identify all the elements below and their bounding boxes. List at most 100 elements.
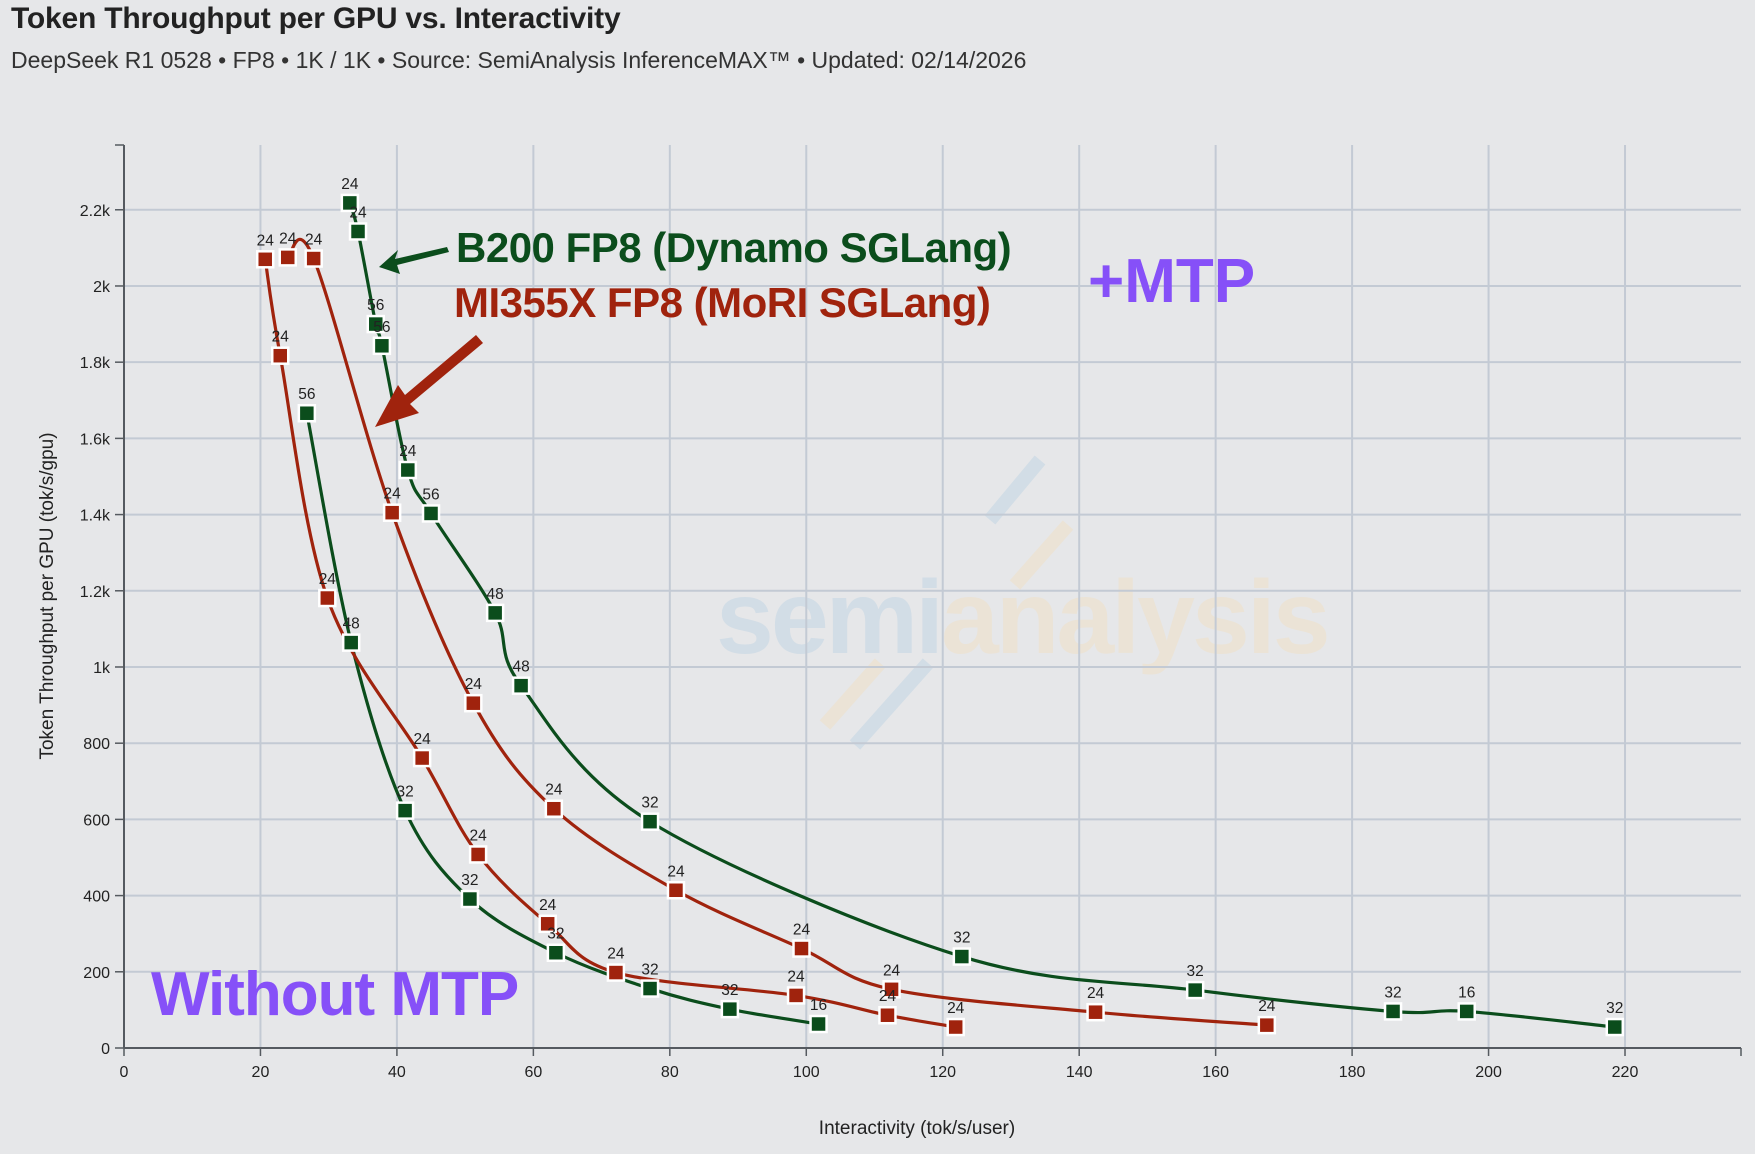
data-point[interactable] bbox=[278, 248, 297, 267]
point-label: 24 bbox=[545, 782, 563, 799]
data-point[interactable] bbox=[255, 250, 275, 269]
y-tick-label: 1.4k bbox=[80, 508, 111, 525]
annotation-without-mtp: Without MTP bbox=[151, 960, 518, 1029]
data-point[interactable] bbox=[341, 633, 361, 652]
data-point[interactable] bbox=[270, 346, 290, 365]
x-tick-label: 140 bbox=[1066, 1064, 1093, 1081]
data-point[interactable] bbox=[511, 676, 531, 695]
svg-text:semianalysis: semianalysis bbox=[716, 560, 1328, 676]
data-point[interactable] bbox=[318, 588, 337, 608]
data-point[interactable] bbox=[304, 249, 323, 268]
series-line bbox=[286, 237, 1267, 1027]
point-label: 56 bbox=[422, 486, 439, 503]
point-label: 32 bbox=[641, 962, 658, 979]
point-label: 16 bbox=[1458, 984, 1475, 1001]
x-tick-label: 160 bbox=[1202, 1064, 1229, 1081]
data-point[interactable] bbox=[460, 889, 480, 909]
y-tick-label: 0 bbox=[101, 1041, 110, 1058]
point-label: 48 bbox=[343, 616, 360, 633]
data-point[interactable] bbox=[421, 504, 441, 523]
y-tick-label: 2k bbox=[93, 279, 111, 296]
data-point[interactable] bbox=[395, 801, 415, 820]
point-label: 24 bbox=[1258, 998, 1276, 1015]
data-point[interactable] bbox=[538, 914, 557, 934]
watermark-slash bbox=[984, 455, 1046, 525]
point-label: 56 bbox=[373, 319, 390, 336]
data-point[interactable] bbox=[1605, 1017, 1625, 1037]
x-tick-label: 100 bbox=[793, 1064, 820, 1081]
axes: 0 20 40 60 80 100 120 140 160 180 200 220 0 200 400 600… bbox=[80, 144, 1742, 1081]
point-label: 32 bbox=[547, 926, 564, 943]
point-label: 24 bbox=[384, 486, 402, 503]
y-tick-label: 1.8k bbox=[80, 355, 111, 372]
data-point[interactable] bbox=[786, 986, 806, 1005]
data-point[interactable] bbox=[720, 999, 740, 1019]
annotation-mtp: +MTP bbox=[1088, 247, 1255, 316]
data-point[interactable] bbox=[398, 460, 418, 480]
point-label: 24 bbox=[414, 731, 432, 748]
data-point[interactable] bbox=[666, 881, 686, 900]
point-label: 24 bbox=[341, 176, 359, 193]
point-label: 24 bbox=[793, 922, 811, 939]
watermark-slash bbox=[849, 658, 934, 750]
data-point[interactable] bbox=[1257, 1015, 1277, 1035]
data-point[interactable] bbox=[546, 943, 566, 962]
point-label: 24 bbox=[272, 329, 290, 346]
x-axis-title: Interactivity (tok/s/user) bbox=[819, 1118, 1015, 1139]
data-point[interactable] bbox=[792, 939, 811, 958]
data-point[interactable] bbox=[809, 1014, 828, 1034]
data-point[interactable] bbox=[640, 979, 660, 998]
data-point[interactable] bbox=[464, 693, 483, 713]
x-tick-label: 0 bbox=[120, 1064, 129, 1081]
data-point[interactable] bbox=[1185, 980, 1205, 1000]
point-label: 24 bbox=[279, 230, 297, 247]
data-point[interactable] bbox=[340, 193, 360, 213]
data-point[interactable] bbox=[952, 947, 972, 966]
y-axis-title: Token Throughput per GPU (tok/s/gpu) bbox=[37, 432, 58, 759]
x-tick-label: 180 bbox=[1339, 1064, 1366, 1081]
x-tick-label: 40 bbox=[388, 1064, 406, 1081]
data-point[interactable] bbox=[878, 1005, 897, 1025]
x-tick-label: 200 bbox=[1475, 1064, 1502, 1081]
x-tick-label: 80 bbox=[661, 1064, 679, 1081]
data-point[interactable] bbox=[1383, 1002, 1403, 1021]
watermark-text-analysis: analysis bbox=[941, 560, 1328, 676]
watermark: semianalysis bbox=[716, 455, 1331, 750]
data-point[interactable] bbox=[412, 748, 432, 768]
data-point[interactable] bbox=[485, 603, 505, 623]
point-label: 24 bbox=[879, 988, 897, 1005]
x-tick-label: 20 bbox=[252, 1064, 270, 1081]
data-point[interactable] bbox=[640, 812, 660, 831]
data-point[interactable] bbox=[1086, 1002, 1105, 1022]
point-label: 24 bbox=[787, 968, 805, 985]
arrow-mi355x bbox=[375, 335, 483, 427]
data-point[interactable] bbox=[348, 222, 368, 241]
chart-subtitle: DeepSeek R1 0528 • FP8 • 1K / 1K • Sourc… bbox=[11, 47, 1027, 73]
watermark-slash bbox=[819, 658, 886, 730]
point-label: 24 bbox=[319, 571, 337, 588]
point-label: 24 bbox=[883, 962, 901, 979]
data-point[interactable] bbox=[544, 799, 564, 818]
data-point[interactable] bbox=[366, 314, 386, 334]
data-point[interactable] bbox=[372, 336, 392, 356]
data-point[interactable] bbox=[606, 963, 626, 982]
data-point[interactable] bbox=[1457, 1002, 1476, 1021]
data-point[interactable] bbox=[468, 845, 488, 864]
data-point[interactable] bbox=[882, 980, 901, 999]
chart-title: Token Throughput per GPU vs. Interactivi… bbox=[11, 2, 621, 35]
point-label: 24 bbox=[257, 232, 275, 249]
y-tick-label: 800 bbox=[83, 736, 110, 753]
data-point[interactable] bbox=[382, 503, 402, 522]
point-label: 32 bbox=[1606, 1000, 1623, 1017]
point-label: 56 bbox=[298, 386, 315, 403]
point-label: 32 bbox=[1187, 963, 1204, 980]
y-tick-label: 200 bbox=[83, 965, 110, 982]
data-point[interactable] bbox=[297, 403, 317, 423]
data-point[interactable] bbox=[946, 1017, 965, 1037]
y-tick-label: 1.6k bbox=[80, 431, 111, 448]
annotation-mi355x: MI355X FP8 (MoRI SGLang) bbox=[454, 279, 990, 326]
point-label: 32 bbox=[953, 930, 970, 947]
point-label: 32 bbox=[461, 872, 478, 889]
point-label: 24 bbox=[349, 204, 367, 221]
